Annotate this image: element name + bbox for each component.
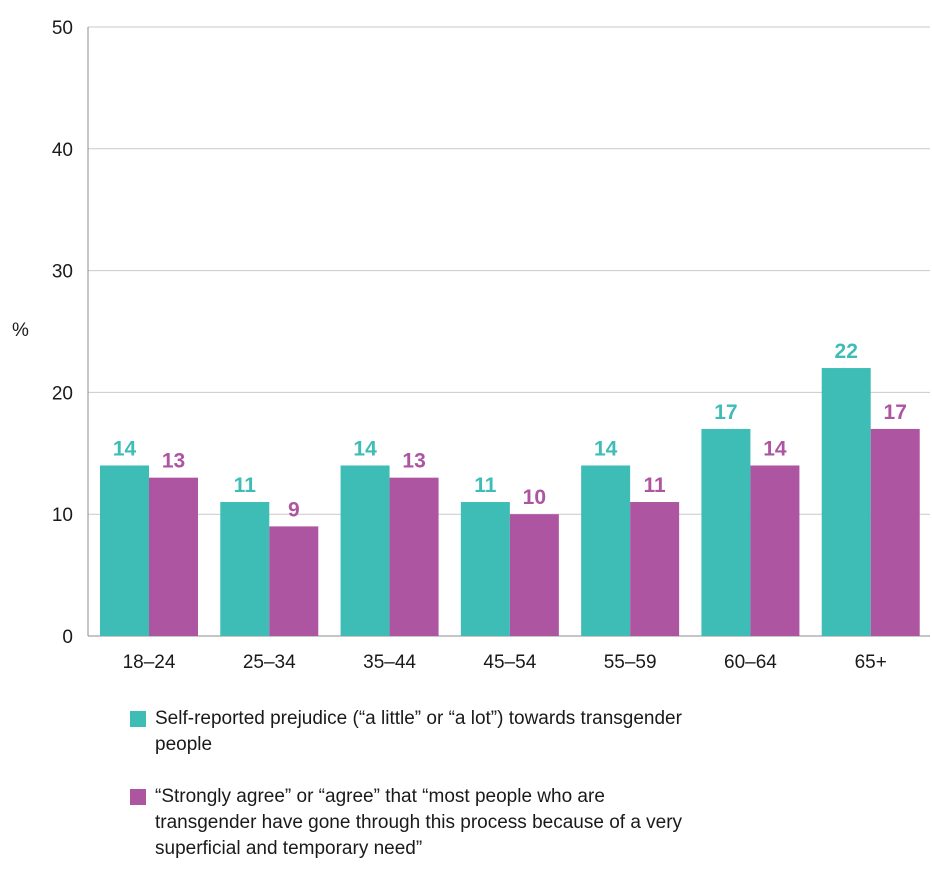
bar [701, 428, 751, 636]
bar [340, 465, 390, 636]
bar [389, 477, 439, 636]
x-tick-label: 45–54 [483, 652, 536, 673]
y-tick-label: 0 [62, 627, 73, 648]
bar [870, 428, 920, 636]
y-tick-label: 20 [52, 383, 73, 404]
bar [149, 477, 198, 636]
bar-value-label: 13 [402, 450, 425, 473]
x-tick-label: 55–59 [604, 652, 657, 673]
x-tick-label: 65+ [855, 652, 887, 673]
bar [581, 465, 631, 636]
bar-value-label: 22 [835, 340, 858, 363]
bar [269, 526, 319, 636]
y-axis-ticks: 0 10 20 30 40 50 [52, 18, 73, 648]
legend: Self-reported prejudice (“a little” or “… [130, 706, 690, 862]
bar [821, 368, 871, 636]
y-tick-label: 50 [52, 18, 73, 39]
y-tick-label: 10 [52, 505, 73, 526]
bar-value-label: 11 [644, 474, 667, 497]
bar [509, 514, 559, 636]
y-axis-label: % [12, 320, 29, 341]
y-tick-label: 40 [52, 140, 73, 161]
legend-swatch-purple [130, 789, 146, 805]
bar-value-label: 10 [523, 486, 546, 509]
bar [100, 465, 149, 636]
bar-value-label: 17 [884, 401, 907, 424]
x-tick-label: 35–44 [363, 652, 416, 673]
legend-label-superficial-need: “Strongly agree” or “agree” that “most p… [155, 786, 683, 859]
bar-value-label: 17 [714, 401, 737, 424]
legend-swatch-teal [130, 711, 146, 727]
bar [630, 502, 680, 636]
bar [460, 502, 510, 636]
bar-value-label: 11 [474, 474, 497, 497]
bar [220, 502, 270, 636]
bar-value-label: 14 [353, 437, 377, 460]
y-tick-label: 30 [52, 262, 73, 283]
legend-label-prejudice: Self-reported prejudice (“a little” or “… [155, 708, 682, 755]
bar-value-label: 14 [113, 437, 137, 460]
bar-value-label: 13 [162, 450, 185, 473]
bar-value-label: 9 [288, 498, 300, 521]
bars [100, 368, 920, 636]
legend-item-superficial-need: “Strongly agree” or “agree” that “most p… [130, 784, 690, 862]
legend-item-prejudice: Self-reported prejudice (“a little” or “… [130, 706, 690, 758]
bar [750, 465, 800, 636]
x-axis-ticks: 18–24 25–34 35–44 45–54 55–59 60–64 65+ [123, 652, 887, 673]
bar-value-label: 14 [594, 437, 618, 460]
data-labels: 14 13 11 9 14 13 11 10 14 11 17 14 22 17 [113, 340, 907, 521]
bar-value-label: 11 [234, 474, 257, 497]
bar-value-label: 14 [763, 437, 787, 460]
x-tick-label: 25–34 [243, 652, 296, 673]
x-tick-label: 18–24 [123, 652, 176, 673]
x-tick-label: 60–64 [724, 652, 777, 673]
